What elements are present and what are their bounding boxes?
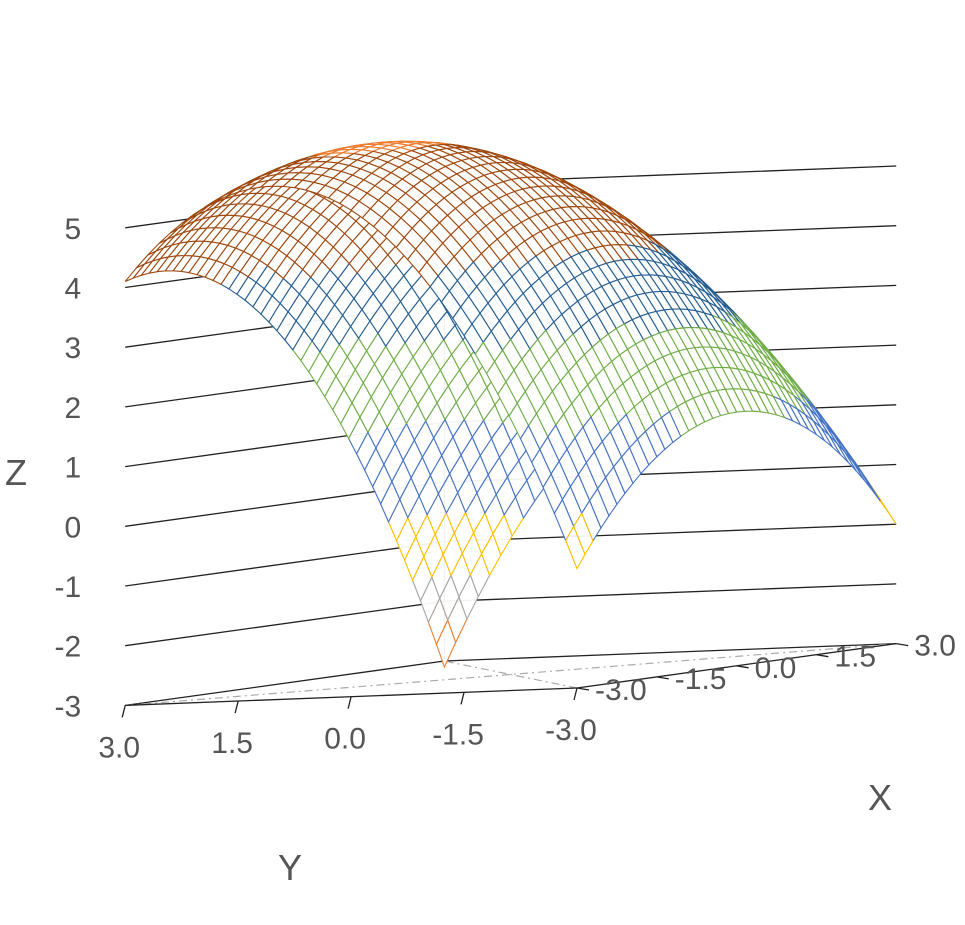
z-tick-label: -1 [55, 571, 82, 604]
x-tick-label: -1.5 [675, 663, 727, 696]
surface-cell [565, 525, 586, 570]
floor-guides [125, 643, 897, 706]
y-tick-label: -3.0 [545, 714, 597, 747]
y-tick [573, 687, 578, 701]
x-tick [896, 642, 909, 647]
x-tick [816, 654, 829, 658]
y-tick-label: 3.0 [98, 731, 140, 764]
floor-diagonal-1 [125, 643, 897, 706]
y-tick-label: 0.0 [324, 723, 366, 756]
x-axis-title: X [868, 777, 892, 818]
y-tick-label: 1.5 [211, 727, 253, 760]
x-tick [656, 676, 669, 680]
z-tick-label: 4 [65, 273, 82, 306]
x-tick-label: 1.5 [834, 641, 876, 674]
y-tick [347, 696, 352, 709]
y-axis-title: Y [278, 847, 302, 888]
y-tick [460, 692, 465, 705]
x-tick-label: 3.0 [914, 630, 956, 663]
surface-mesh [124, 140, 897, 669]
floor-diagonal-2 [444, 660, 578, 689]
level-line--2 [125, 583, 897, 647]
z-tick-label: 2 [65, 392, 82, 425]
z-axis-title: Z [5, 452, 27, 493]
z-tick-label: -2 [55, 631, 82, 664]
z-tick-label: -3 [55, 690, 82, 723]
x-tick-label: 0.0 [755, 652, 797, 685]
z-tick-label: 0 [65, 511, 82, 544]
x-tick [576, 687, 590, 691]
axes: 5 4 3 2 1 0 -1 -2 -3 3.0 1.5 0.0 -1.5 -3.0 3.0 1.5 0.0 -1… [55, 213, 956, 765]
z-tick-label: 3 [65, 332, 82, 365]
z-tick-label: 5 [65, 213, 82, 246]
y-tick-label: -1.5 [432, 718, 484, 751]
y-tick [234, 700, 239, 714]
x-tick-label: -3.0 [595, 674, 647, 707]
z-tick-label: 1 [65, 452, 82, 485]
y-tick [121, 705, 126, 718]
x-tick [736, 665, 749, 669]
